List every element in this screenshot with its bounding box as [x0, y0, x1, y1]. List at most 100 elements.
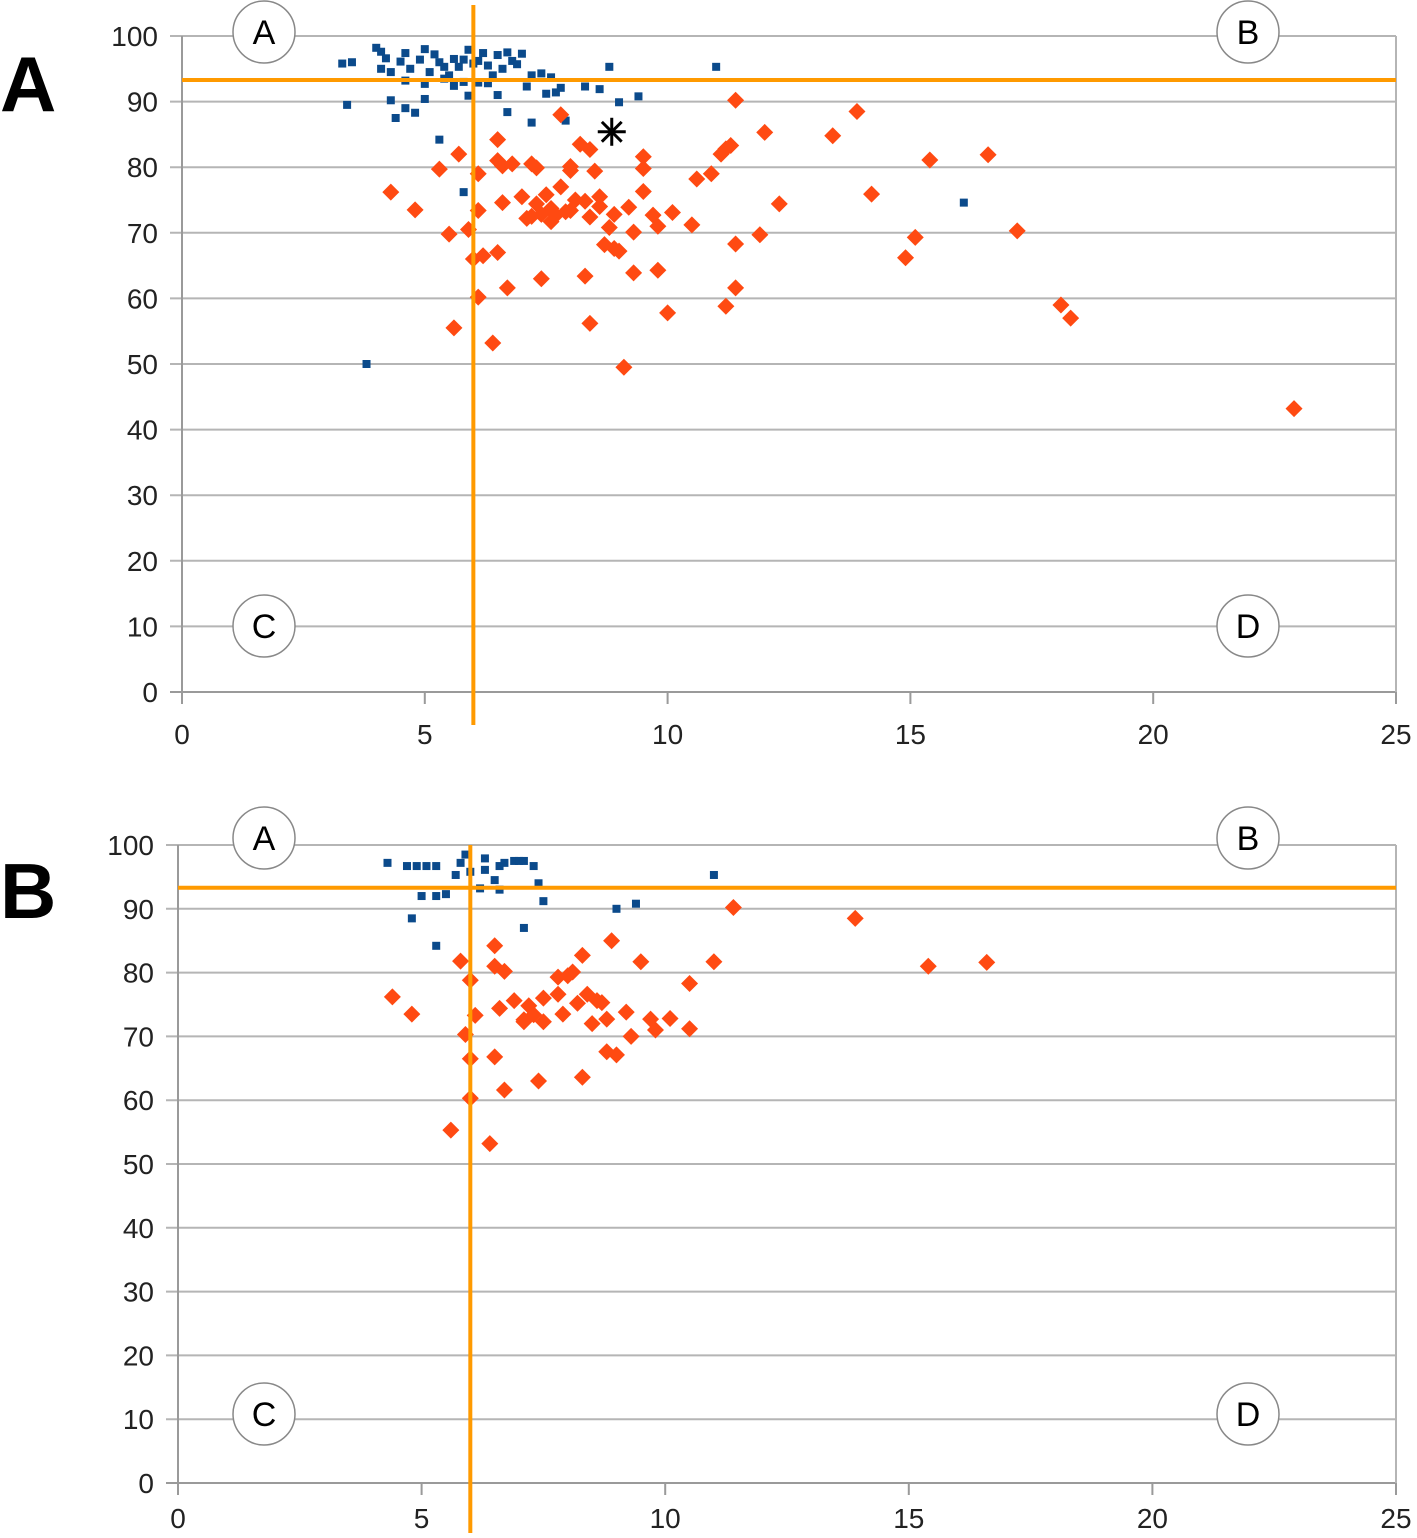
- chart-a-point-red: [722, 137, 740, 155]
- chart-a-point-blue: [372, 43, 381, 52]
- chart-b-point-red: [617, 1003, 635, 1021]
- chart-a-point-red: [513, 188, 531, 206]
- chart-a-point-red: [770, 195, 788, 213]
- chart-a-point-blue: [503, 108, 512, 117]
- chart-a-point-red: [581, 140, 599, 158]
- chart-a-point-red: [445, 319, 463, 337]
- chart-b-point-red: [515, 1011, 533, 1029]
- chart-b-x-tick-label: 20: [1137, 1503, 1168, 1534]
- chart-b-point-blue: [432, 941, 441, 950]
- chart-a-point-blue: [386, 68, 395, 77]
- chart-b-y-tick-label: 0: [138, 1468, 154, 1499]
- chart-a-point-blue: [425, 68, 434, 77]
- chart-a-point-red: [727, 91, 745, 109]
- chart-b-x-tick-label: 0: [170, 1503, 186, 1534]
- chart-a-point-red: [1285, 400, 1303, 418]
- chart-a-x-tick-label: 15: [895, 719, 926, 750]
- chart-a-point-red: [756, 123, 774, 141]
- chart-a-point-red: [489, 131, 507, 149]
- chart-a-point-red: [542, 213, 560, 231]
- chart-b-point-red: [534, 989, 552, 1007]
- chart-a-point-blue: [449, 54, 458, 63]
- chart-b-point-blue: [480, 854, 489, 863]
- chart-a-point-blue: [556, 83, 565, 92]
- chart-a-y-tick-label: 70: [127, 218, 158, 249]
- chart-a-point-blue: [605, 62, 614, 71]
- chart-a-point-red: [659, 304, 677, 322]
- chart-a-point-red: [620, 198, 638, 216]
- chart-a-point-blue: [411, 108, 420, 117]
- chart-a-point-blue: [347, 58, 356, 67]
- chart-a-point-blue: [415, 55, 424, 64]
- chart-a-x-tick-label: 0: [174, 719, 190, 750]
- chart-a-point-red: [634, 160, 652, 178]
- chart-b-point-red: [724, 899, 742, 917]
- chart-b-x-tick-label: 15: [893, 1503, 924, 1534]
- chart-b-point-blue: [515, 856, 524, 865]
- chart-a-point-red: [625, 264, 643, 282]
- chart-b-point-red: [603, 932, 621, 950]
- chart-a-point-blue: [615, 98, 624, 107]
- chart-b-quadrant-circle-b: [1216, 806, 1280, 870]
- chart-a-point-blue: [459, 188, 468, 197]
- chart-b-y-tick-label: 10: [123, 1404, 154, 1435]
- chart-a-point-red: [474, 247, 492, 265]
- chart-b-point-blue: [709, 870, 718, 879]
- chart-b-point-red: [632, 953, 650, 971]
- chart-a-y-tick-label: 10: [127, 611, 158, 642]
- chart-b-y-tick-label: 50: [123, 1149, 154, 1180]
- chart-a-point-red: [625, 223, 643, 241]
- chart-a-point-blue: [634, 92, 643, 101]
- chart-a-x-tick-label: 10: [652, 719, 683, 750]
- chart-a-point-blue: [440, 62, 449, 71]
- chart-a-point-blue: [483, 79, 492, 88]
- chart-b-point-red: [622, 1027, 640, 1045]
- chart-b-point-red: [549, 985, 567, 1003]
- chart-b-point-blue: [539, 897, 548, 906]
- chart-a-y-tick-label: 100: [111, 21, 158, 52]
- chart-a-point-red: [561, 201, 579, 219]
- chart-a-point-blue: [401, 49, 410, 58]
- chart-b-point-red: [564, 963, 582, 981]
- chart-a-point-red: [450, 145, 468, 163]
- chart-a-x-tick-label: 20: [1138, 719, 1169, 750]
- chart-a-point-red: [649, 217, 667, 235]
- chart-b-point-red: [598, 1010, 616, 1028]
- chart-b-point-blue: [451, 870, 460, 879]
- panel-label-b: B: [0, 847, 57, 935]
- chart-a-point-red: [440, 225, 458, 243]
- chart-b-point-red: [495, 962, 513, 980]
- chart-a-point-red: [600, 219, 618, 237]
- chart-a-quadrant-circle-b: [1216, 0, 1280, 64]
- chart-a-point-blue: [474, 78, 483, 87]
- chart-b-point-blue: [441, 890, 450, 899]
- chart-b-point-red: [534, 1013, 552, 1031]
- chart-a-point-blue: [435, 58, 444, 67]
- chart-a-point-red: [527, 159, 545, 177]
- chart-a-point-red: [532, 270, 550, 288]
- chart-a-point-red: [552, 106, 570, 124]
- chart-a-point-red: [863, 185, 881, 203]
- chart-a-point-blue: [527, 118, 536, 127]
- chart-a-point-red: [727, 279, 745, 297]
- chart-a-point-blue: [377, 47, 386, 56]
- chart-a-y-tick-label: 0: [142, 677, 158, 708]
- chart-a-point-red: [561, 158, 579, 176]
- chart-a-point-red: [484, 334, 502, 352]
- chart-a-point-blue: [420, 94, 429, 103]
- chart-a-point-red: [688, 170, 706, 188]
- chart-a-point-red: [493, 194, 511, 212]
- chart-b-point-blue: [631, 899, 640, 908]
- chart-a-point-blue: [401, 104, 410, 113]
- chart-b-point-blue: [510, 856, 519, 865]
- chart-a-quadrant-circle-c: [232, 594, 296, 658]
- chart-a-point-blue: [959, 198, 968, 207]
- chart-a-point-blue: [420, 45, 429, 54]
- chart-a-quadrant-circle-d: [1216, 594, 1280, 658]
- chart-b-point-blue: [456, 858, 465, 867]
- chart-a-point-red: [1008, 222, 1026, 240]
- chart-a-point-red: [848, 102, 866, 120]
- chart-a-point-blue: [338, 59, 347, 68]
- chart-a-point-blue: [488, 71, 497, 80]
